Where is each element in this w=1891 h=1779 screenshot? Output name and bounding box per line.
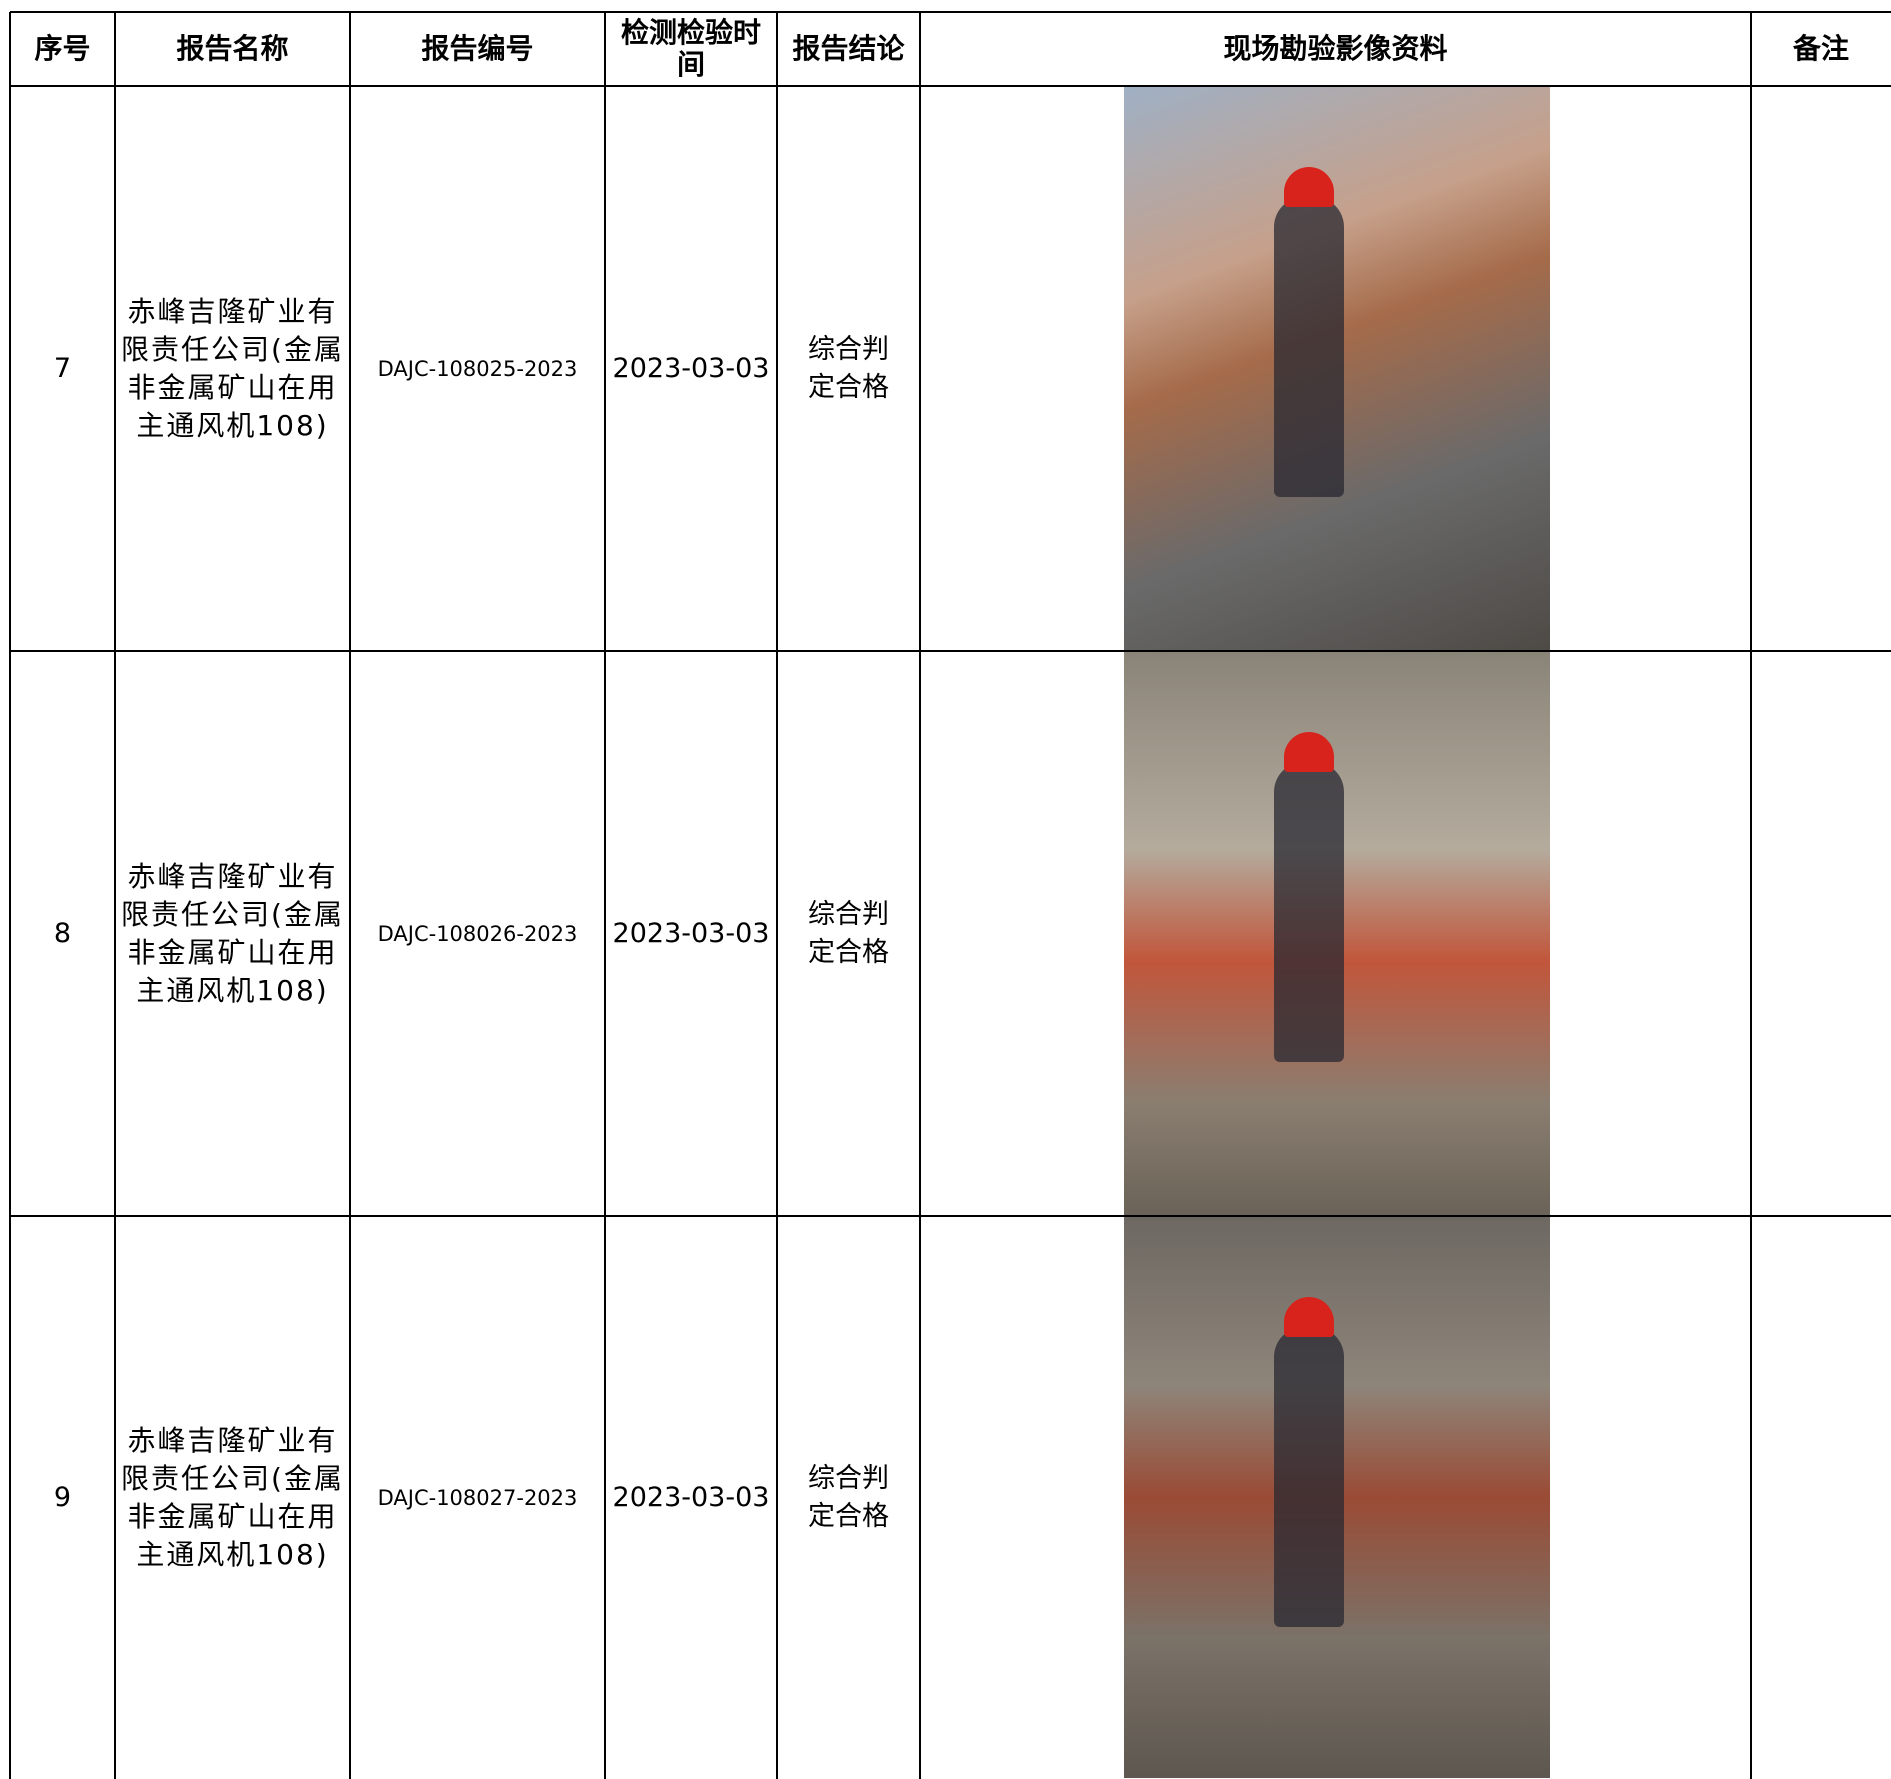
header-cell: 检测检验时间 [620, 16, 761, 81]
conclusion: 综合判定合格 [808, 333, 889, 403]
header-cell: 报告编号 [421, 32, 534, 65]
report-name: 赤峰吉隆矿业有限责任公司(金属非金属矿山在用主通风机108) [121, 1423, 344, 1571]
photo-helmet [1284, 1297, 1334, 1337]
header-cell: 现场勘验影像资料 [1223, 32, 1448, 65]
header-cell: 报告结论 [792, 32, 905, 65]
inspection-date: 2023-03-03 [612, 353, 770, 384]
row-number: 9 [53, 1481, 72, 1513]
photo-figure [1274, 1327, 1344, 1627]
report-name: 赤峰吉隆矿业有限责任公司(金属非金属矿山在用主通风机108) [121, 294, 344, 442]
row-line [10, 11, 1891, 13]
photo-figure [1274, 762, 1344, 1062]
photo-helmet [1284, 167, 1334, 207]
row-number: 7 [53, 352, 72, 384]
column-line [1750, 12, 1752, 1779]
site-photo [1124, 1217, 1550, 1778]
report-number: DAJC-108025-2023 [377, 356, 578, 381]
header-cell: 报告名称 [176, 32, 289, 65]
header-cell: 备注 [1792, 32, 1849, 65]
photo-figure [1274, 197, 1344, 497]
photo-helmet [1284, 732, 1334, 772]
report-name: 赤峰吉隆矿业有限责任公司(金属非金属矿山在用主通风机108) [121, 859, 344, 1007]
column-line [114, 12, 116, 1779]
conclusion: 综合判定合格 [808, 898, 889, 968]
column-line [349, 12, 351, 1779]
report-number: DAJC-108026-2023 [377, 921, 578, 946]
column-line [9, 12, 11, 1779]
site-photo [1124, 87, 1550, 650]
inspection-date: 2023-03-03 [612, 1482, 770, 1513]
row-line [10, 650, 1891, 652]
conclusion: 综合判定合格 [808, 1462, 889, 1532]
row-line [10, 1215, 1891, 1217]
column-line [604, 12, 606, 1779]
column-line [919, 12, 921, 1779]
row-number: 8 [53, 917, 72, 949]
header-cell: 序号 [34, 32, 91, 65]
site-photo [1124, 652, 1550, 1215]
row-line [10, 85, 1891, 87]
column-line [776, 12, 778, 1779]
inspection-date: 2023-03-03 [612, 918, 770, 949]
report-number: DAJC-108027-2023 [377, 1485, 578, 1510]
